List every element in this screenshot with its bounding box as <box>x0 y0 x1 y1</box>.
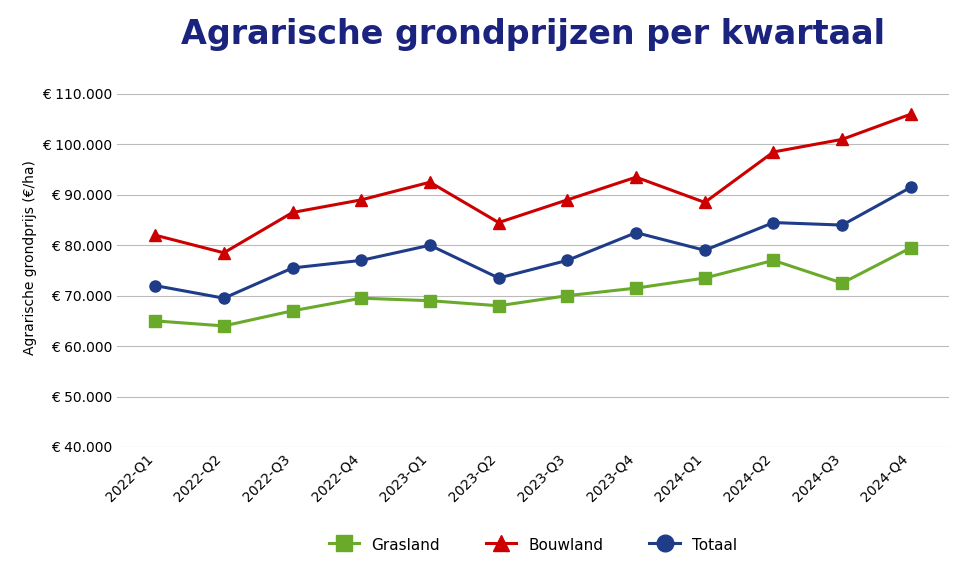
Totaal <box>424 242 436 249</box>
Legend: Grasland, Bouwland, Totaal: Grasland, Bouwland, Totaal <box>322 529 743 560</box>
Grasland <box>561 292 573 299</box>
Bouwland <box>629 174 641 180</box>
Line: Totaal: Totaal <box>149 182 915 304</box>
Totaal <box>699 247 710 254</box>
Totaal <box>767 219 779 226</box>
Grasland <box>904 244 915 251</box>
Grasland <box>492 303 504 309</box>
Title: Agrarische grondprijzen per kwartaal: Agrarische grondprijzen per kwartaal <box>181 18 884 51</box>
Bouwland <box>904 111 915 117</box>
Grasland <box>699 274 710 281</box>
Totaal <box>149 282 161 289</box>
Grasland <box>218 323 230 329</box>
Totaal <box>492 274 504 281</box>
Totaal <box>904 184 915 191</box>
Y-axis label: Agrarische grondprijs (€/ha): Agrarische grondprijs (€/ha) <box>22 160 37 355</box>
Grasland <box>767 257 779 264</box>
Grasland <box>629 285 641 292</box>
Bouwland <box>767 148 779 155</box>
Totaal <box>629 229 641 236</box>
Bouwland <box>424 179 436 186</box>
Grasland <box>835 280 847 286</box>
Bouwland <box>699 199 710 206</box>
Bouwland <box>355 197 366 203</box>
Totaal <box>286 265 298 272</box>
Totaal <box>561 257 573 264</box>
Grasland <box>424 297 436 304</box>
Grasland <box>286 307 298 314</box>
Totaal <box>218 295 230 301</box>
Bouwland <box>286 209 298 216</box>
Bouwland <box>149 231 161 238</box>
Bouwland <box>561 197 573 203</box>
Grasland <box>149 317 161 324</box>
Totaal <box>355 257 366 264</box>
Line: Grasland: Grasland <box>149 242 915 331</box>
Bouwland <box>492 219 504 226</box>
Grasland <box>355 295 366 301</box>
Bouwland <box>835 136 847 143</box>
Totaal <box>835 222 847 229</box>
Line: Bouwland: Bouwland <box>149 109 915 258</box>
Bouwland <box>218 249 230 256</box>
